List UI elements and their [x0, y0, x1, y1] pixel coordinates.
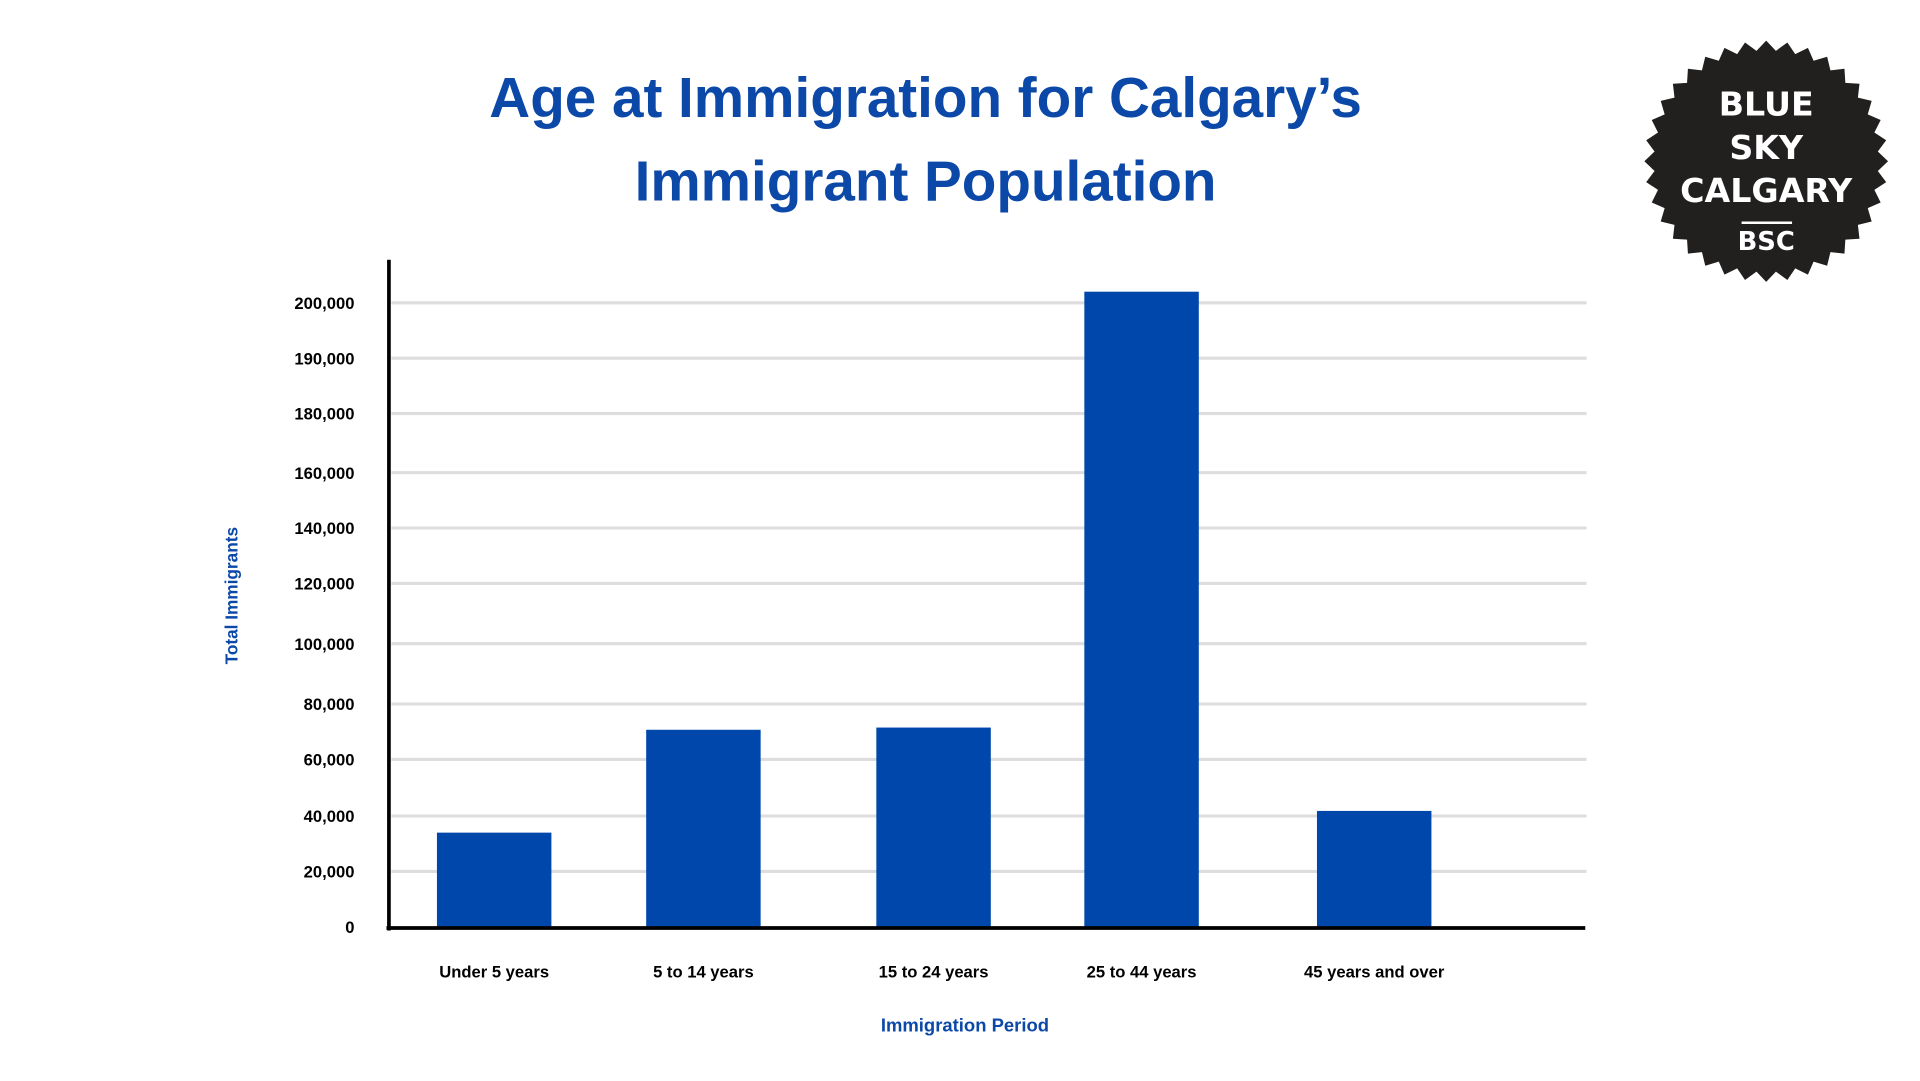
y-tick-label: 120,000	[294, 575, 354, 594]
logo-badge-shape	[1644, 40, 1889, 282]
x-tick-label: 45 years and over	[1304, 962, 1445, 981]
y-tick-label: 200,000	[294, 294, 354, 313]
y-tick-label: 0	[345, 918, 354, 937]
y-axis-label: Total Immigrants	[222, 527, 242, 664]
y-tick-label: 80,000	[304, 695, 355, 714]
bar-45-years-and-over	[1316, 810, 1432, 927]
logo-text-line-2: SKY	[1729, 128, 1804, 167]
y-tick-label: 20,000	[304, 863, 355, 882]
y-tick-label: 160,000	[294, 464, 354, 483]
y-tick-label: 140,000	[294, 519, 354, 538]
y-tick-label: 100,000	[294, 635, 354, 654]
bar-15-to-24-years	[876, 727, 991, 927]
bar-under-5-years	[436, 832, 552, 927]
y-tick-label: 180,000	[294, 405, 354, 424]
y-tick-label: 40,000	[304, 807, 355, 826]
logo-text-line-3: CALGARY	[1680, 171, 1853, 210]
logo-text-line-1: BLUE	[1719, 85, 1814, 124]
bar-5-to-14-years	[646, 729, 761, 927]
x-axis-label: Immigration Period	[881, 1014, 1049, 1035]
bar-25-to-44-years	[1084, 291, 1199, 927]
y-tick-label: 190,000	[294, 349, 354, 368]
chart-title-line-2: Immigrant Population	[634, 148, 1217, 213]
chart-title-line-1: Age at Immigration for Calgary’s	[489, 65, 1362, 130]
x-tick-label: Under 5 years	[439, 962, 549, 981]
logo-abbr: BSC	[1738, 227, 1795, 257]
x-tick-label: 15 to 24 years	[879, 962, 989, 981]
x-tick-label: 25 to 44 years	[1087, 962, 1197, 981]
x-tick-label: 5 to 14 years	[653, 962, 754, 981]
y-tick-label: 60,000	[304, 751, 355, 770]
blue-sky-calgary-logo: BLUE SKY CALGARY BSC	[1644, 40, 1889, 282]
